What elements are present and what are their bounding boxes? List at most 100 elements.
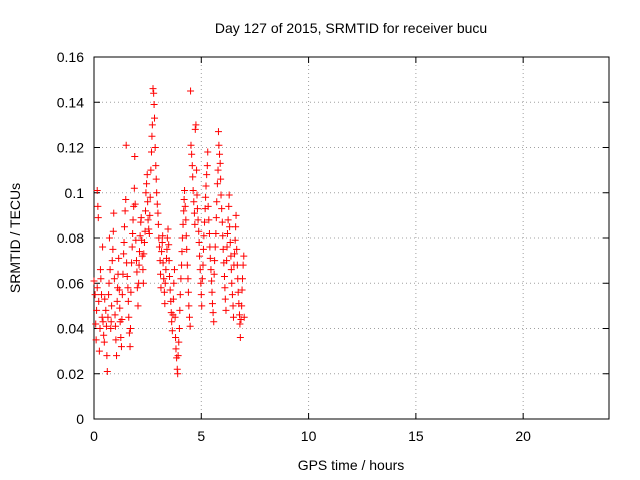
data-point <box>123 272 131 280</box>
data-point <box>130 184 138 192</box>
data-point <box>113 352 121 360</box>
data-point <box>105 279 113 287</box>
data-point <box>116 304 124 312</box>
data-point <box>199 261 207 269</box>
data-point <box>105 234 113 242</box>
data-point <box>215 141 223 149</box>
data-point <box>212 229 220 237</box>
data-point <box>177 275 185 283</box>
data-point <box>131 200 139 208</box>
data-point <box>198 275 206 283</box>
data-point <box>107 318 115 326</box>
data-point <box>139 266 147 274</box>
data-point <box>142 189 150 197</box>
data-point <box>152 175 160 183</box>
data-point <box>221 295 229 303</box>
data-point <box>183 261 191 269</box>
y-tick-label: 0.16 <box>57 49 84 65</box>
data-point <box>178 248 186 256</box>
data-point <box>152 162 160 170</box>
data-point <box>212 214 220 222</box>
y-tick-label: 0.02 <box>57 366 84 382</box>
data-point <box>100 331 108 339</box>
data-point <box>211 257 219 265</box>
data-point <box>133 268 141 276</box>
data-point <box>96 325 104 332</box>
data-point <box>117 343 125 351</box>
data-point <box>115 286 123 294</box>
data-point <box>224 216 232 224</box>
data-point <box>203 171 211 179</box>
data-point <box>185 313 193 321</box>
data-point <box>208 288 216 296</box>
data-point <box>158 239 166 247</box>
data-point <box>232 211 240 219</box>
data-point <box>182 232 190 240</box>
data-point <box>124 284 132 292</box>
data-point <box>165 257 173 265</box>
data-point <box>118 315 126 323</box>
data-point <box>225 202 233 210</box>
data-point <box>179 220 187 228</box>
data-point <box>223 243 231 251</box>
data-point <box>153 200 161 208</box>
data-point <box>193 205 201 213</box>
y-tick-label: 0.06 <box>57 275 84 291</box>
data-point <box>102 322 110 330</box>
data-point <box>180 207 188 215</box>
data-point <box>107 325 115 332</box>
data-point <box>150 101 158 109</box>
data-point <box>190 198 198 206</box>
data-point <box>98 291 106 299</box>
data-point <box>180 196 188 204</box>
data-point <box>111 322 119 330</box>
data-point <box>157 284 165 292</box>
data-point <box>142 207 149 215</box>
data-point <box>228 279 236 287</box>
data-point <box>100 338 108 346</box>
data-point <box>187 87 195 95</box>
x-tick-label: 15 <box>408 428 424 444</box>
data-point <box>151 114 159 122</box>
data-point <box>223 229 231 237</box>
data-point <box>240 252 248 260</box>
y-tick-label: 0.12 <box>57 140 84 156</box>
data-point <box>117 334 125 342</box>
data-point <box>102 306 110 314</box>
data-point <box>160 275 168 283</box>
data-point <box>189 173 197 181</box>
data-point <box>147 166 155 174</box>
data-point <box>120 250 128 258</box>
data-point <box>139 279 147 287</box>
data-point <box>238 275 246 283</box>
data-point <box>132 257 140 265</box>
data-point <box>229 302 237 310</box>
data-point <box>128 243 136 251</box>
data-point <box>143 171 151 179</box>
data-point <box>204 148 212 156</box>
data-point <box>93 284 101 292</box>
data-point <box>205 229 213 237</box>
data-point <box>90 277 98 285</box>
data-point <box>93 306 101 314</box>
data-point <box>125 313 133 321</box>
data-point <box>155 234 163 242</box>
data-point <box>194 216 202 224</box>
data-point <box>145 229 153 237</box>
data-point <box>231 250 239 258</box>
data-point <box>124 297 132 305</box>
data-point <box>161 279 169 287</box>
data-point <box>146 211 154 219</box>
data-point <box>189 186 197 194</box>
data-point <box>154 220 162 228</box>
data-point <box>171 313 179 321</box>
data-point <box>210 270 218 278</box>
data-point <box>227 266 235 274</box>
data-point <box>111 311 119 319</box>
data-point <box>182 216 190 224</box>
data-point <box>141 227 149 235</box>
data-point <box>95 347 103 355</box>
data-point <box>119 270 127 278</box>
data-point <box>218 218 226 226</box>
